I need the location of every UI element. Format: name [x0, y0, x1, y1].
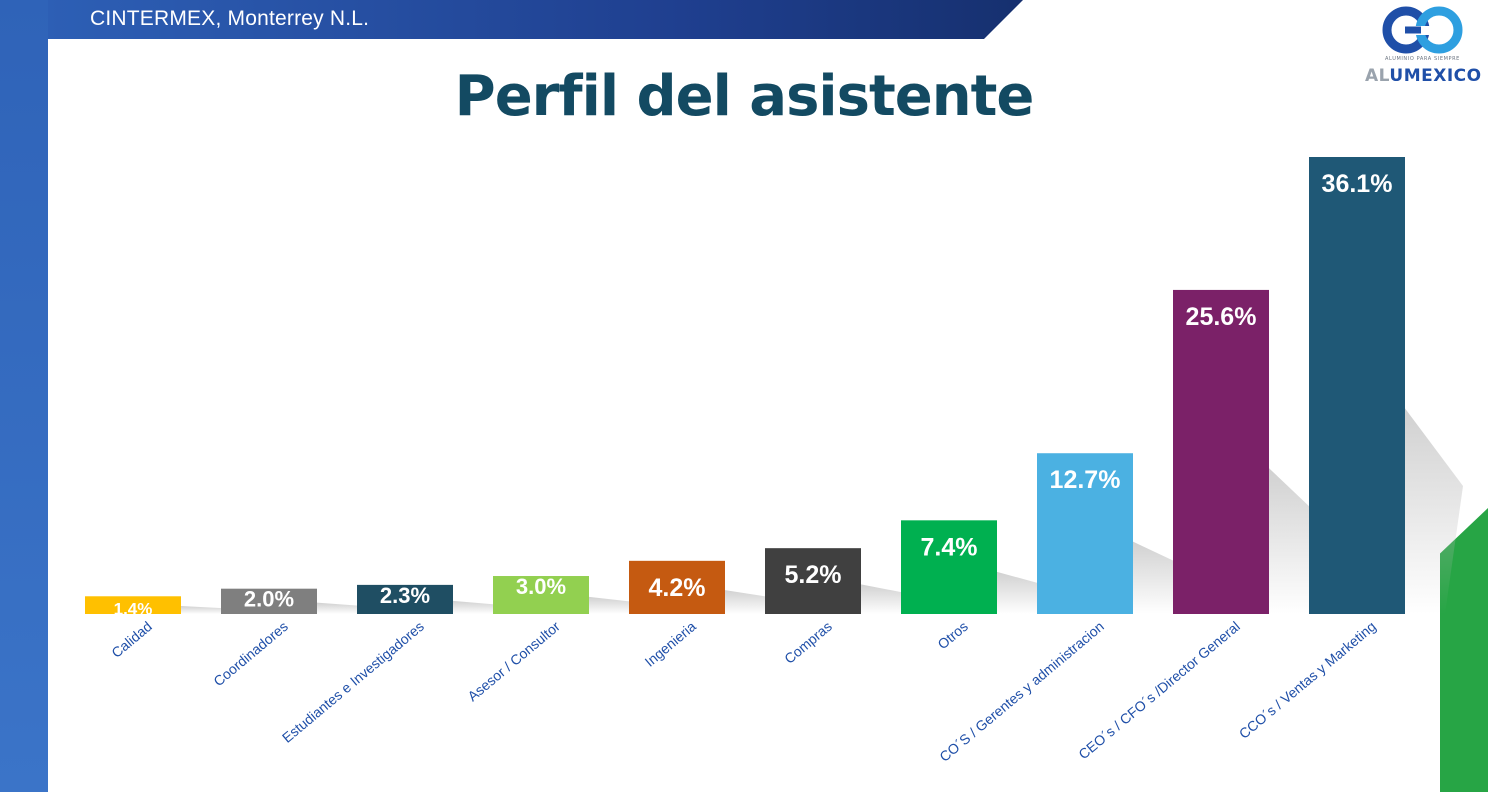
logo-mark-icon: [1382, 6, 1463, 54]
bar-value-label: 5.2%: [785, 561, 842, 589]
logo-word-prefix: AL: [1365, 66, 1390, 86]
event-location: CINTERMEX, Monterrey N.L.: [90, 7, 370, 30]
bar-value-label: 25.6%: [1186, 303, 1257, 331]
alumexico-logo: ALUMINIO PARA SIEMPRE ALUMEXICO: [1365, 4, 1482, 90]
bar-value-label: 2.0%: [244, 587, 294, 612]
bar: [1173, 289, 1269, 614]
bar: [85, 596, 181, 614]
bar: [1309, 157, 1405, 614]
category-label: CO´S / Gerentes y administracion: [936, 618, 1107, 765]
bar-value-label: 7.4%: [921, 533, 978, 561]
page-title: Perfil del asistente: [454, 64, 1035, 129]
category-label: Estudiantes e Investigadores: [279, 618, 427, 746]
category-label: Compras: [781, 618, 835, 667]
bar: [493, 576, 589, 614]
bar-shadow: [1405, 408, 1463, 614]
bar-value-label: 3.0%: [516, 574, 566, 599]
bar: [221, 588, 317, 614]
bar: [629, 560, 725, 614]
logo-word-main: UMEXICO: [1389, 66, 1482, 86]
bar: [765, 548, 861, 614]
category-label: Asesor / Consultor: [464, 618, 563, 704]
bar-value-label: 36.1%: [1322, 170, 1393, 198]
category-label: CCO´s / Ventas y Marketing: [1236, 618, 1379, 742]
bar: [357, 584, 453, 614]
category-label: CEO´s / CFO´s /Director General: [1075, 618, 1243, 762]
category-label: Coordinadores: [210, 618, 291, 689]
bar-value-label: 12.7%: [1050, 466, 1121, 494]
bar-value-label: 1.4%: [114, 599, 153, 618]
category-label: Calidad: [108, 618, 155, 661]
logo-tagline: ALUMINIO PARA SIEMPRE: [1385, 56, 1460, 62]
logo-wordmark: ALUMEXICO: [1365, 66, 1482, 86]
bar: [901, 520, 997, 614]
bar: [1037, 453, 1133, 614]
category-label: Otros: [934, 618, 971, 652]
bar-value-label: 2.3%: [380, 583, 430, 608]
bar-value-label: 4.2%: [649, 574, 706, 602]
left-accent-strip: [0, 0, 48, 792]
header-band: [48, 0, 1023, 39]
category-label: Ingenieria: [642, 618, 700, 670]
